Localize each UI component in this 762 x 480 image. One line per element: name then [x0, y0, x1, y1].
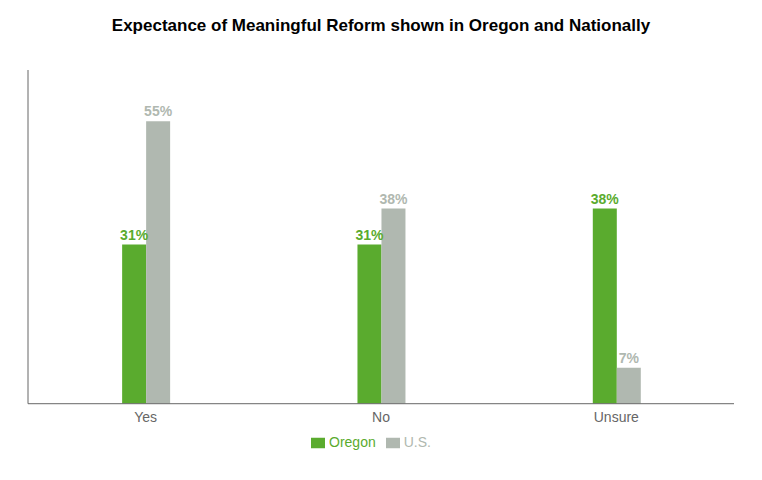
svg-text:38%: 38% [379, 191, 408, 207]
svg-text:Yes: Yes [134, 409, 157, 425]
svg-text:31%: 31% [355, 227, 384, 243]
svg-text:Unsure: Unsure [594, 409, 639, 425]
html-text:Expectance of Meaningful Refor: Expectance of Meaningful Reform shown in… [111, 16, 651, 35]
svg-text:38%: 38% [591, 191, 620, 207]
html-text:Oregon: Oregon [329, 433, 376, 450]
svg-text:No: No [372, 409, 390, 425]
svg-text:55%: 55% [144, 103, 173, 119]
svg-text:31%: 31% [120, 227, 149, 243]
html-text:U.S.: U.S. [403, 433, 431, 450]
svg-text:7%: 7% [619, 350, 640, 366]
